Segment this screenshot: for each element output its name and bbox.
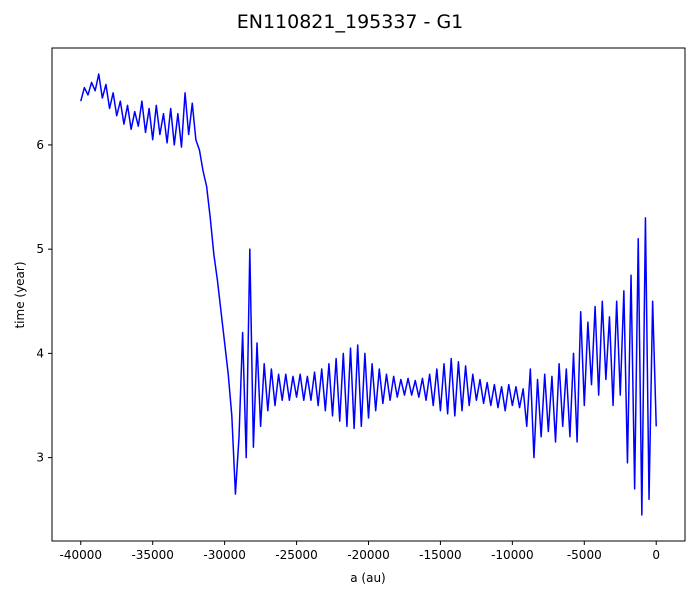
x-tick-label: 0: [652, 548, 660, 562]
x-tick-label: -30000: [203, 548, 246, 562]
x-tick-label: -5000: [567, 548, 602, 562]
y-tick-label: 6: [36, 138, 44, 152]
y-tick-label: 4: [36, 346, 44, 360]
data-line: [80, 73, 657, 516]
y-tick-label: 5: [36, 242, 44, 256]
x-tick-label: -35000: [131, 548, 174, 562]
chart-title: EN110821_195337 - G1: [237, 11, 464, 33]
plot-frame: [51, 47, 686, 542]
x-tick-label: -25000: [275, 548, 318, 562]
x-tick-label: -20000: [347, 548, 390, 562]
y-tick-label: 3: [36, 451, 44, 465]
y-axis-label: time (year): [13, 261, 27, 328]
x-axis-label: a (au): [350, 571, 386, 585]
x-tick-label: -40000: [60, 548, 103, 562]
x-tick-label: -15000: [419, 548, 462, 562]
x-tick-label: -10000: [491, 548, 534, 562]
